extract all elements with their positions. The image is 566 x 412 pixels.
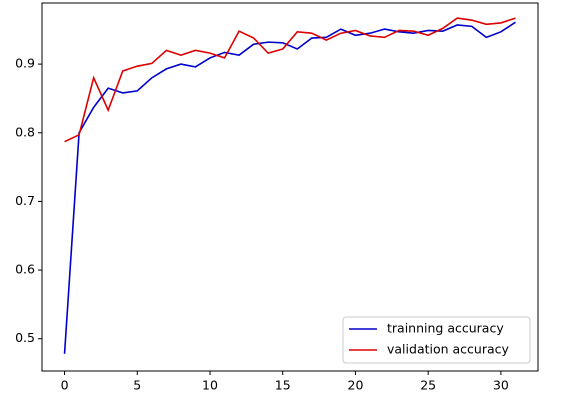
- y-tick-label: 0.6: [15, 262, 35, 277]
- legend-label: trainning accuracy: [387, 321, 504, 336]
- x-tick-label: 0: [61, 378, 69, 393]
- y-tick-label: 0.8: [15, 124, 35, 139]
- x-tick-label: 25: [420, 378, 436, 393]
- legend-box: [342, 316, 531, 364]
- x-tick-label: 30: [493, 378, 509, 393]
- legend-label: validation accuracy: [387, 342, 510, 357]
- y-tick-label: 0.5: [15, 330, 35, 345]
- x-tick-label: 20: [348, 378, 364, 393]
- axes-frame: [41, 2, 539, 372]
- x-tick-label: 15: [275, 378, 291, 393]
- x-tick-label: 10: [202, 378, 218, 393]
- line: [63, 21, 516, 354]
- y-tick-label: 0.9: [15, 56, 35, 71]
- x-tick-label: 5: [133, 378, 141, 393]
- line: [64, 17, 516, 143]
- y-tick-label: 0.7: [15, 193, 35, 208]
